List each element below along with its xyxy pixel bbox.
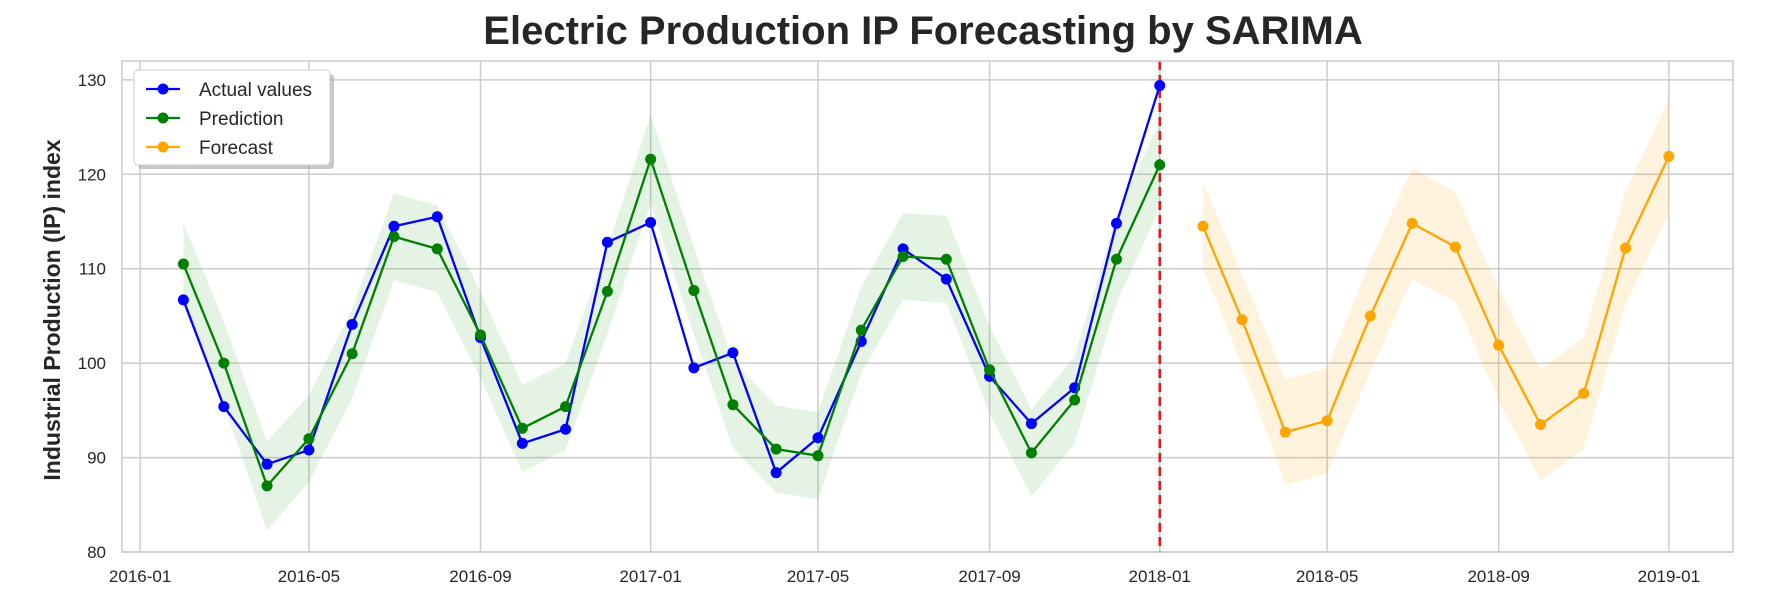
data-point-actual-values [812,432,824,444]
axis-tick-labels: 80 90 100 110 120 130 2016-01 2016-05 2016-09 201… [78,71,1700,586]
x-tick-label: 2018-09 [1467,567,1529,586]
data-point-forecast [1279,426,1291,438]
x-tick-label: 2018-01 [1129,567,1191,586]
y-tick-label: 110 [79,260,106,279]
legend-marker-actual-values [157,83,169,95]
data-point-prediction [1025,447,1037,459]
legend-label-prediction: Prediction [199,109,284,130]
data-point-prediction [431,243,443,255]
data-point-prediction [560,401,572,413]
legend-marker-forecast [157,141,169,153]
data-point-prediction [897,250,909,262]
confidence-band-forecast [1202,98,1669,485]
chart-title: Electric Production IP Forecasting by SA… [483,9,1362,53]
data-point-prediction [1069,394,1081,406]
data-point-actual-values [346,318,358,330]
data-point-actual-values [560,423,572,435]
data-point-forecast [1449,241,1461,253]
x-tick-label: 2016-01 [109,567,171,586]
legend-label-actual-values: Actual values [199,80,312,101]
data-point-prediction [177,258,189,270]
data-point-prediction [516,422,528,434]
data-point-actual-values [770,467,782,479]
series-lines [177,80,1675,492]
x-tick-label: 2016-05 [278,567,340,586]
legend-marker-prediction [157,112,169,124]
data-point-prediction [727,399,739,411]
x-tick-label: 2016-09 [449,567,511,586]
plot-area-frame [121,60,1734,553]
data-point-forecast [1578,387,1590,399]
y-tick-label: 100 [78,354,106,373]
data-point-actual-values [388,220,400,232]
data-point-prediction [855,324,867,336]
series-line-prediction [182,158,1161,488]
data-point-prediction [770,443,782,455]
series-prediction [177,153,1166,492]
data-point-actual-values [897,243,909,255]
data-point-actual-values [601,236,613,248]
data-point-prediction [812,450,824,462]
data-point-actual-values [303,444,315,456]
data-point-forecast [1364,310,1376,322]
data-point-actual-values [688,362,700,374]
data-point-forecast [1493,339,1505,351]
data-point-prediction [303,433,315,445]
data-point-actual-values [516,437,528,449]
y-tick-label: 90 [87,449,106,468]
data-point-prediction [645,153,657,165]
y-axis-label: Industrial Production (IP) index [39,139,65,480]
data-point-prediction [984,364,996,376]
data-point-prediction [1154,159,1166,171]
data-point-actual-values [431,211,443,223]
data-point-actual-values [940,273,952,285]
legend: Actual values Prediction Forecast [133,69,334,169]
confidence-band-prediction [183,114,1160,531]
y-tick-label: 80 [87,543,106,562]
data-point-actual-values [727,347,739,359]
data-point-prediction [688,284,700,296]
data-point-forecast [1321,415,1333,427]
y-tick-label: 130 [78,71,106,90]
data-point-prediction [601,285,613,297]
data-point-actual-values [177,294,189,306]
series-line-forecast [1201,155,1670,434]
legend-label-forecast: Forecast [199,138,274,159]
data-point-actual-values [261,458,273,470]
legend-box [133,69,331,166]
y-tick-label: 120 [78,165,106,184]
x-tick-label: 2018-05 [1296,567,1358,586]
data-point-actual-values [645,216,657,228]
x-tick-label: 2017-01 [619,567,681,586]
data-point-prediction [1110,253,1122,265]
data-point-prediction [218,357,230,369]
x-tick-label: 2019-01 [1638,567,1700,586]
data-point-prediction [346,348,358,360]
data-point-actual-values [1110,217,1122,229]
data-point-forecast [1197,220,1209,232]
data-point-forecast [1663,150,1675,162]
data-point-forecast [1236,314,1248,326]
data-point-actual-values [1154,80,1166,92]
data-point-prediction [261,480,273,492]
data-point-prediction [474,329,486,341]
x-tick-label: 2017-05 [787,567,849,586]
confidence-bands [183,98,1669,531]
data-point-prediction [388,231,400,243]
data-point-forecast [1535,419,1547,431]
x-tick-label: 2017-09 [958,567,1020,586]
data-point-actual-values [1025,418,1037,430]
series-forecast [1197,150,1675,438]
data-point-forecast [1406,217,1418,229]
data-point-prediction [940,253,952,265]
data-point-actual-values [218,401,230,413]
data-point-forecast [1620,242,1632,254]
